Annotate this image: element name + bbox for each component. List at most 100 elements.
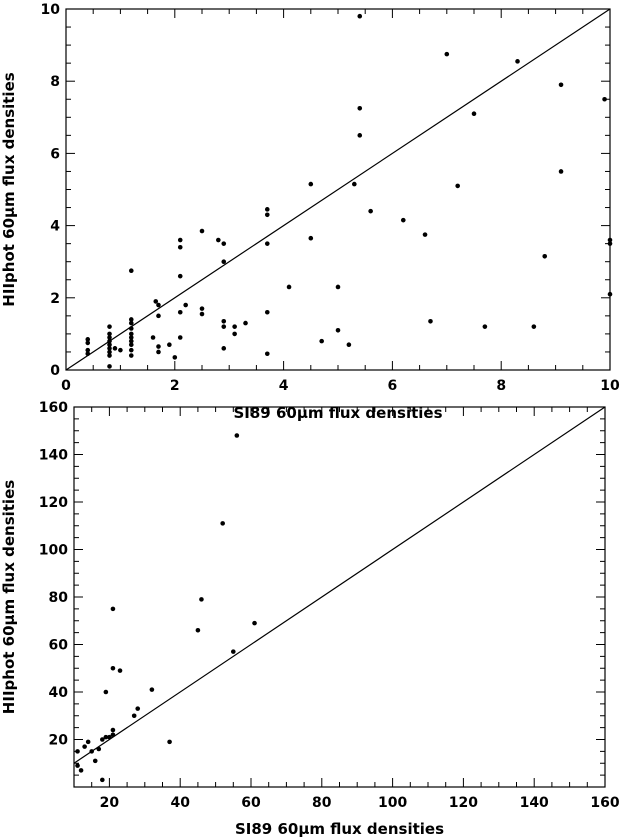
data-point bbox=[128, 317, 134, 322]
data-point bbox=[335, 284, 341, 290]
data-point bbox=[183, 302, 188, 308]
data-point bbox=[128, 331, 134, 337]
data-point bbox=[128, 268, 134, 274]
data-point bbox=[357, 105, 363, 111]
data-point bbox=[156, 302, 161, 308]
data-point bbox=[110, 727, 116, 733]
y-axis-label: HIIphot 60μm flux densities bbox=[0, 72, 18, 306]
data-point bbox=[78, 768, 84, 773]
data-point bbox=[89, 749, 94, 754]
x-tick-label: 6 bbox=[388, 378, 398, 394]
y-tick-label: 40 bbox=[49, 685, 69, 701]
data-point bbox=[128, 353, 134, 358]
data-point bbox=[264, 309, 270, 315]
data-point bbox=[515, 59, 520, 64]
data-point bbox=[231, 649, 236, 654]
data-point bbox=[234, 433, 240, 438]
data-point bbox=[221, 324, 227, 329]
data-point bbox=[177, 335, 183, 340]
data-point bbox=[221, 318, 227, 324]
data-point bbox=[131, 713, 137, 719]
data-point bbox=[92, 758, 98, 764]
data-point bbox=[607, 241, 613, 246]
data-point bbox=[85, 351, 91, 357]
y-tick-label: 140 bbox=[39, 448, 68, 464]
x-tick-label: 80 bbox=[312, 795, 332, 811]
data-point bbox=[156, 344, 161, 349]
data-point bbox=[357, 133, 363, 138]
data-point bbox=[100, 777, 105, 783]
data-point bbox=[128, 335, 134, 340]
plot-frame bbox=[73, 406, 606, 788]
top-scatter-panel: 0 2 4 6 8 10 0 2 4 6 8 10 SI89 60μm flux densities HI… bbox=[0, 2, 620, 422]
data-point bbox=[75, 749, 80, 754]
y-tick-label: 20 bbox=[49, 733, 69, 749]
y-tick-label: 8 bbox=[50, 74, 60, 90]
data-point bbox=[135, 706, 141, 711]
data-point bbox=[85, 340, 91, 346]
data-point bbox=[150, 335, 156, 340]
data-point bbox=[232, 331, 237, 337]
data-point bbox=[368, 208, 373, 214]
data-point bbox=[243, 320, 248, 326]
data-point bbox=[103, 689, 109, 695]
data-point bbox=[107, 338, 112, 344]
data-point bbox=[220, 521, 225, 526]
data-point bbox=[128, 338, 134, 344]
x-axis-label: SI89 60μm flux densities bbox=[235, 820, 444, 837]
y-tick-label: 160 bbox=[39, 400, 68, 416]
y-tick-label: 6 bbox=[50, 146, 60, 162]
x-tick-label: 140 bbox=[520, 795, 549, 811]
x-tick-label: 2 bbox=[170, 378, 180, 394]
y-axis-label: HIIphot 60μm flux densities bbox=[0, 480, 18, 714]
data-point bbox=[558, 82, 564, 88]
data-point bbox=[107, 342, 112, 348]
data-point bbox=[118, 347, 123, 353]
y-tick-label: 10 bbox=[41, 2, 61, 18]
data-point bbox=[107, 335, 112, 340]
y-tick-label: 60 bbox=[49, 638, 69, 654]
x-tick-label: 10 bbox=[600, 378, 620, 394]
x-tick-label: 0 bbox=[61, 378, 71, 394]
data-point bbox=[264, 207, 270, 212]
x-tick-label: 4 bbox=[279, 378, 289, 394]
data-point bbox=[319, 338, 324, 344]
y-tick-label: 100 bbox=[39, 543, 68, 559]
data-point bbox=[455, 183, 460, 189]
data-point bbox=[128, 347, 134, 353]
data-point bbox=[110, 732, 116, 738]
data-point bbox=[607, 291, 613, 297]
data-point bbox=[216, 237, 221, 243]
data-point bbox=[107, 364, 112, 369]
data-point bbox=[128, 320, 134, 326]
data-point bbox=[308, 181, 314, 187]
data-point bbox=[199, 306, 205, 311]
data-point bbox=[346, 342, 352, 348]
data-point bbox=[422, 232, 428, 237]
data-point bbox=[357, 13, 363, 19]
data-point bbox=[128, 342, 134, 348]
x-tick-label: 100 bbox=[378, 795, 407, 811]
data-point bbox=[607, 237, 613, 243]
y-tick-label: 120 bbox=[39, 495, 68, 511]
y-tick-label: 0 bbox=[50, 363, 60, 379]
data-point bbox=[531, 324, 537, 329]
data-point bbox=[82, 744, 87, 749]
data-point bbox=[110, 665, 116, 671]
x-tick-label: 20 bbox=[100, 795, 120, 811]
x-tick-label: 40 bbox=[170, 795, 190, 811]
data-point bbox=[177, 237, 183, 243]
bottom-scatter-panel: 20 40 60 80 100 120 140 160 20 40 60 80 100 120 140 160… bbox=[0, 400, 620, 837]
data-point bbox=[107, 331, 112, 337]
data-point bbox=[308, 235, 314, 241]
data-point bbox=[107, 349, 112, 355]
data-point bbox=[128, 326, 134, 331]
x-tick-label: 120 bbox=[449, 795, 478, 811]
data-point bbox=[252, 620, 257, 626]
data-point bbox=[482, 324, 488, 329]
data-point bbox=[117, 668, 123, 673]
data-point bbox=[107, 353, 112, 358]
data-point bbox=[172, 355, 178, 360]
data-point bbox=[107, 734, 112, 740]
